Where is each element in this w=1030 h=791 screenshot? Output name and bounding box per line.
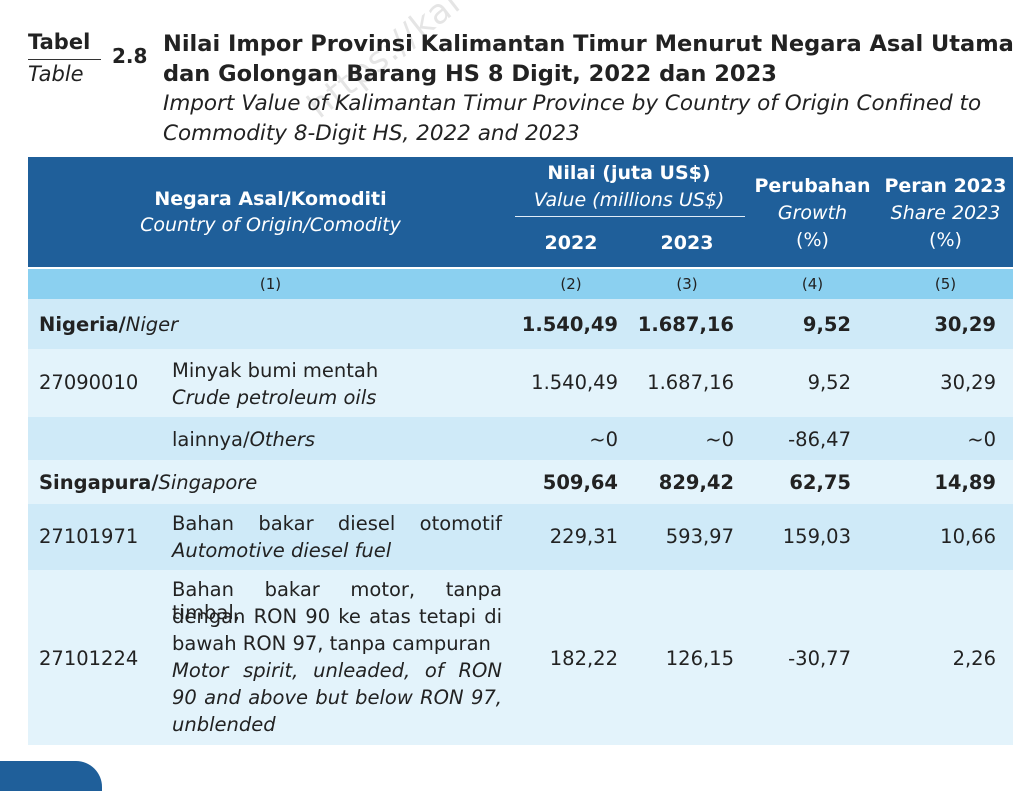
table-row-crude-petroleum: 27090010 Minyak bumi mentah Crude petrol… xyxy=(28,349,1013,417)
hs-code: 27101224 xyxy=(39,647,139,670)
header-value-divider xyxy=(515,216,745,217)
col-number-2: (2) xyxy=(560,275,582,293)
col-number-4: (4) xyxy=(801,275,824,293)
header-value-id: Nilai (juta US$) xyxy=(547,162,711,184)
header-country-en: Country of Origin/Comodity xyxy=(140,214,401,236)
value-2022: ~0 xyxy=(589,428,618,451)
table-label-en: Table xyxy=(28,62,84,86)
value-2022: 1.540,49 xyxy=(521,313,618,336)
commodity-desc-en-line2: 90 and above but below RON 97, xyxy=(172,686,502,709)
country-name-en: Singapore xyxy=(158,471,258,494)
share-value: 14,89 xyxy=(934,471,996,494)
country-name-en: Niger xyxy=(125,313,179,336)
country-name: Nigeria/Niger xyxy=(39,313,178,336)
value-2023: 126,15 xyxy=(665,647,734,670)
share-value: 10,66 xyxy=(940,525,996,548)
header-year-2023: 2023 xyxy=(660,232,714,254)
heading-en-line2: Commodity 8-Digit HS, 2022 and 2023 xyxy=(163,121,580,146)
col-number-1: (1) xyxy=(259,275,282,293)
header-growth-id: Perubahan xyxy=(754,175,871,197)
country-name: Singapura/Singapore xyxy=(39,471,257,494)
commodity-desc-id: Bahan bakar diesel otomotif xyxy=(172,512,502,535)
growth-value: 9,52 xyxy=(802,313,851,336)
commodity-desc-en: Automotive diesel fuel xyxy=(172,539,392,562)
value-2023: 1.687,16 xyxy=(637,313,734,336)
import-table: Negara Asal/Komoditi Country of Origin/C… xyxy=(28,157,1013,745)
table-row-motor-spirit: 27101224 Bahan bakar motor, tanpa timbal… xyxy=(28,570,1013,745)
table-title: Tabel Table 2.8 Nilai Impor Provinsi Kal… xyxy=(28,28,1018,152)
commodity-desc: lainnya/Others xyxy=(172,428,315,451)
header-growth-unit: (%) xyxy=(796,229,829,251)
commodity-desc-en-line3: unblended xyxy=(172,713,276,736)
share-value: 30,29 xyxy=(940,371,996,394)
table-row-singapore: Singapura/Singapore 509,64 829,42 62,75 … xyxy=(28,460,1013,504)
header-year-2022: 2022 xyxy=(544,232,598,254)
table-row-nigeria: Nigeria/Niger 1.540,49 1.687,16 9,52 30,… xyxy=(28,299,1013,349)
table-row-others: lainnya/Others ~0 ~0 -86,47 ~0 xyxy=(28,417,1013,460)
heading-en-line1: Import Value of Kalimantan Timur Provinc… xyxy=(163,91,982,116)
table-number: 2.8 xyxy=(112,44,148,68)
country-name-id: Nigeria/ xyxy=(39,313,126,336)
commodity-desc-id: Minyak bumi mentah xyxy=(172,359,379,382)
commodity-desc-en: Crude petroleum oils xyxy=(172,386,377,409)
commodity-desc-en-line1: Motor spirit, unleaded, of RON xyxy=(172,659,502,682)
growth-value: 62,75 xyxy=(789,471,851,494)
value-2022: 509,64 xyxy=(542,471,618,494)
col-number-3: (3) xyxy=(676,275,698,293)
header-share-id: Peran 2023 xyxy=(884,175,1007,197)
commodity-desc-id-line3: bawah RON 97, tanpa campuran xyxy=(172,632,491,655)
value-2023: 593,97 xyxy=(665,525,734,548)
col-number-5: (5) xyxy=(934,275,957,293)
growth-value: -30,77 xyxy=(788,647,851,670)
header-share-unit: (%) xyxy=(929,229,962,251)
country-name-id: Singapura/ xyxy=(39,471,159,494)
header-value-en: Value (millions US$) xyxy=(533,189,725,211)
header-country-id: Negara Asal/Komoditi xyxy=(154,188,387,210)
heading-id-line2: dan Golongan Barang HS 8 Digit, 2022 dan… xyxy=(163,61,777,87)
share-value: ~0 xyxy=(967,428,996,451)
heading-english: Import Value of Kalimantan Timur Provinc… xyxy=(163,89,1023,149)
commodity-desc-id-line1: Bahan bakar motor, tanpa timbal, xyxy=(172,578,502,624)
growth-value: 9,52 xyxy=(807,371,851,394)
table-label-divider xyxy=(28,59,101,60)
commodity-desc-id: lainnya/ xyxy=(172,428,250,451)
value-2022: 1.540,49 xyxy=(531,371,618,394)
column-number-row: (1) (2) (3) (4) (5) xyxy=(28,269,1013,299)
commodity-desc-en: Others xyxy=(249,428,316,451)
page-tab-decoration xyxy=(0,761,102,791)
share-value: 30,29 xyxy=(934,313,996,336)
value-2023: ~0 xyxy=(705,428,734,451)
share-value: 2,26 xyxy=(952,647,996,670)
table-label-id: Tabel xyxy=(28,30,91,54)
heading-id-line1: Nilai Impor Provinsi Kalimantan Timur Me… xyxy=(163,31,1014,57)
value-2023: 1.687,16 xyxy=(647,371,734,394)
header-growth-en: Growth xyxy=(777,202,848,224)
commodity-desc-id-line2: dengan RON 90 ke atas tetapi di xyxy=(172,605,502,628)
heading-indonesian: Nilai Impor Provinsi Kalimantan Timur Me… xyxy=(163,29,1023,89)
table-row-diesel: 27101971 Bahan bakar diesel otomotif Aut… xyxy=(28,504,1013,570)
table-header: Negara Asal/Komoditi Country of Origin/C… xyxy=(28,157,1013,267)
hs-code: 27101971 xyxy=(39,525,139,548)
value-2022: 182,22 xyxy=(549,647,618,670)
header-share-en: Share 2023 xyxy=(890,202,1001,224)
value-2022: 229,31 xyxy=(549,525,618,548)
growth-value: 159,03 xyxy=(782,525,851,548)
hs-code: 27090010 xyxy=(39,371,139,394)
growth-value: -86,47 xyxy=(788,428,851,451)
value-2023: 829,42 xyxy=(658,471,734,494)
